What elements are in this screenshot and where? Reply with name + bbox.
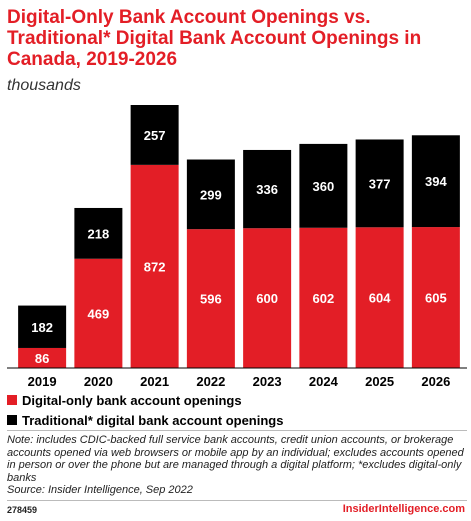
- stacked-bar-chart: 86 182 2019 469 218 2020 872 257 2021 596 299 2022 6…: [7, 105, 467, 389]
- legend-item-digital-only: Digital-only bank account openings: [7, 391, 283, 409]
- brand-logo-text: InsiderIntelligence.com: [342, 503, 465, 515]
- x-tick-label-2022: 2022: [196, 374, 225, 389]
- x-tick-label-2023: 2023: [253, 374, 282, 389]
- data-label-digital-only-2023: 600: [256, 291, 278, 306]
- data-label-digital-only-2019: 86: [35, 351, 49, 366]
- legend-label-digital-only: Digital-only bank account openings: [22, 392, 242, 408]
- data-label-traditional-2020: 218: [88, 226, 110, 241]
- chart-subtitle: thousands: [7, 77, 81, 94]
- bar-traditional-2019: [18, 305, 67, 348]
- bar-digital-only-2023: [243, 228, 292, 368]
- bar-digital-only-2025: [355, 227, 404, 368]
- data-label-traditional-2025: 377: [369, 176, 391, 191]
- x-tick-label-2019: 2019: [28, 374, 57, 389]
- x-tick-label-2021: 2021: [140, 374, 169, 389]
- bar-traditional-2025: [355, 139, 404, 228]
- x-tick-label-2024: 2024: [309, 374, 339, 389]
- footer-divider: [7, 500, 467, 501]
- bar-traditional-2023: [243, 149, 292, 229]
- data-label-traditional-2019: 182: [31, 320, 53, 335]
- data-label-traditional-2022: 299: [200, 187, 222, 202]
- legend-label-traditional: Traditional* digital bank account openin…: [22, 412, 284, 428]
- note-divider: [7, 430, 467, 431]
- legend-swatch-digital-only: [7, 395, 17, 405]
- bar-digital-only-2022: [186, 229, 235, 368]
- bar-digital-only-2024: [299, 227, 348, 368]
- data-label-traditional-2021: 257: [144, 128, 166, 143]
- data-label-digital-only-2022: 596: [200, 292, 222, 307]
- data-label-traditional-2026: 394: [425, 174, 447, 189]
- x-tick-label-2026: 2026: [421, 374, 450, 389]
- x-tick-label-2020: 2020: [84, 374, 113, 389]
- data-label-traditional-2024: 360: [313, 179, 335, 194]
- bar-digital-only-2021: [130, 164, 179, 368]
- chart-title: Digital-Only Bank Account Openings vs. T…: [7, 7, 422, 70]
- source-text: Source: Insider Intelligence, Sep 2022: [7, 484, 193, 497]
- chart-legend: Digital-only bank account openings Tradi…: [7, 391, 283, 431]
- data-label-digital-only-2025: 604: [369, 291, 391, 306]
- data-label-digital-only-2021: 872: [144, 259, 166, 274]
- bar-traditional-2020: [74, 207, 123, 259]
- bar-traditional-2022: [186, 159, 235, 230]
- note-text: Note: includes CDIC-backed full service …: [7, 434, 464, 484]
- data-label-digital-only-2024: 602: [313, 291, 335, 306]
- data-label-traditional-2023: 336: [256, 182, 278, 197]
- x-tick-label-2025: 2025: [365, 374, 394, 389]
- bar-digital-only-2019: [18, 347, 67, 368]
- data-label-digital-only-2020: 469: [88, 306, 110, 321]
- bar-traditional-2024: [299, 143, 348, 228]
- bar-digital-only-2020: [74, 258, 123, 368]
- bar-traditional-2026: [411, 135, 460, 228]
- chart-note: Note: includes CDIC-backed full service …: [7, 434, 467, 497]
- chart-id: 278459: [7, 505, 38, 515]
- legend-swatch-traditional: [7, 415, 17, 425]
- bar-traditional-2021: [130, 105, 179, 165]
- bar-digital-only-2026: [411, 227, 460, 368]
- legend-item-traditional: Traditional* digital bank account openin…: [7, 411, 283, 429]
- data-label-digital-only-2026: 605: [425, 291, 447, 306]
